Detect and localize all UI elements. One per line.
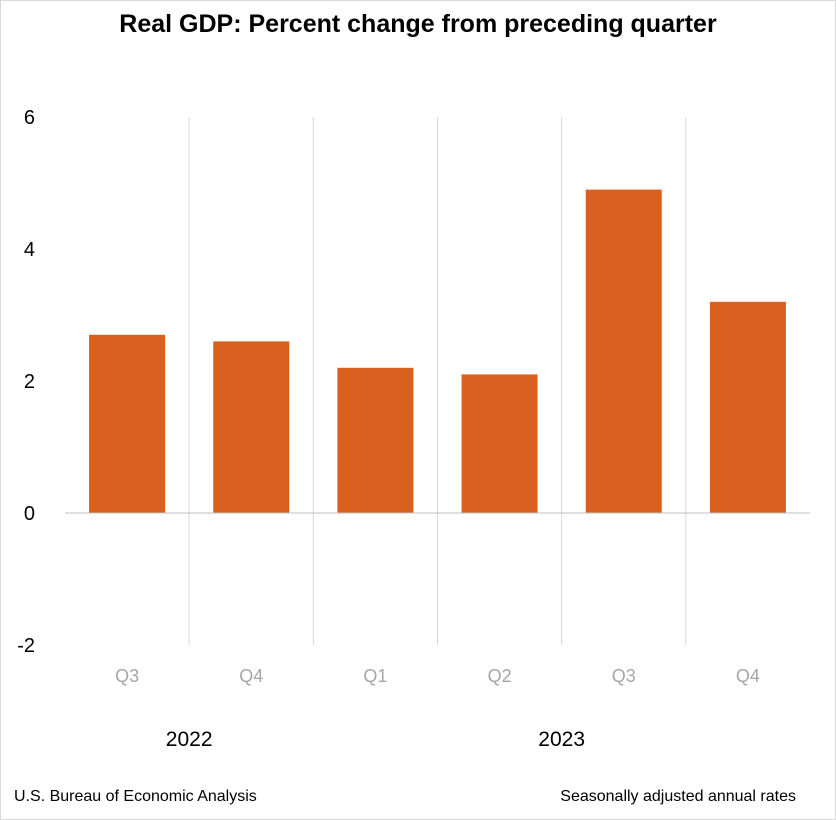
x-tick-label: Q2 (488, 666, 512, 686)
y-tick-labels: -2 0 2 4 6 (17, 107, 35, 657)
year-group-labels: 2022 2023 (166, 728, 585, 751)
year-label: 2023 (538, 728, 585, 751)
y-tick-label: 2 (24, 371, 35, 393)
gridlines (188, 117, 687, 645)
x-tick-label: Q3 (612, 666, 636, 686)
bar-4 (461, 374, 538, 513)
bar-6 (709, 301, 786, 513)
rates-note: Seasonally adjusted annual rates (560, 788, 796, 805)
bars (89, 189, 786, 513)
x-tick-labels: Q3 Q4 Q1 Q2 Q3 Q4 (115, 666, 760, 686)
bar-3 (337, 367, 414, 513)
y-tick-label: 6 (24, 107, 35, 129)
bar-2 (213, 341, 290, 513)
x-tick-label: Q3 (115, 666, 139, 686)
bar-1 (89, 334, 166, 513)
year-label: 2022 (166, 728, 213, 751)
bar-5 (585, 189, 662, 513)
x-tick-label: Q4 (736, 666, 760, 686)
y-tick-label: -2 (17, 635, 35, 657)
chart-title: Real GDP: Percent change from preceding … (119, 10, 717, 38)
y-tick-label: 4 (24, 239, 35, 261)
x-tick-label: Q4 (239, 666, 263, 686)
source-note: U.S. Bureau of Economic Analysis (14, 788, 257, 805)
x-tick-label: Q1 (363, 666, 387, 686)
y-tick-label: 0 (24, 503, 35, 525)
